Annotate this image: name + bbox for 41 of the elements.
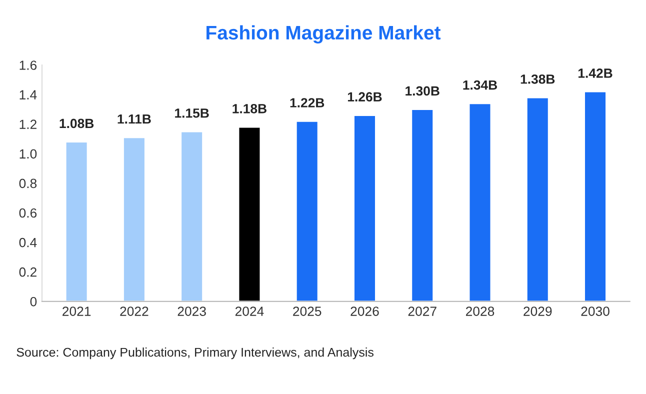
- y-tick-label: 0.2: [19, 267, 36, 277]
- bar: [238, 126, 262, 302]
- x-tick-label: 2025: [293, 306, 322, 316]
- x-tick-label: 2029: [524, 306, 552, 316]
- x-tick-label: 2030: [581, 306, 610, 316]
- y-tick-label: 1.4: [20, 90, 37, 100]
- data-label: 1.11B: [118, 114, 151, 124]
- x-tick-label: 2022: [120, 306, 148, 316]
- y-tick-label: 1.2: [20, 120, 36, 129]
- x-tick-label: 2027: [408, 306, 436, 316]
- bar: [180, 130, 204, 302]
- y-tick-label: 0.6: [19, 208, 37, 218]
- x-tick-label: 2021: [62, 306, 91, 316]
- y-tick-label: 1.0: [20, 149, 37, 159]
- x-tick-label: 2028: [466, 306, 494, 316]
- bar: [526, 96, 550, 302]
- data-label: 1.30B: [406, 86, 440, 96]
- data-label: 1.38B: [520, 74, 555, 84]
- y-tick-label: 1.6: [20, 60, 37, 70]
- chart-title: Fashion Magazine Market: [206, 25, 441, 44]
- y-tick-label: 0.4: [19, 238, 37, 248]
- x-tick-label: 2024: [235, 306, 264, 316]
- bar: [122, 136, 146, 302]
- data-label: 1.34B: [463, 80, 498, 90]
- data-label: 1.18B: [232, 104, 266, 114]
- bar: [64, 141, 88, 302]
- bar: [468, 102, 492, 302]
- y-tick-label: 0.8: [19, 178, 37, 188]
- x-tick-label: 2026: [350, 306, 379, 316]
- data-label: 1.26B: [348, 92, 382, 102]
- x-tick-label: 2023: [178, 306, 206, 316]
- data-label: 1.42B: [578, 68, 612, 78]
- y-tick-label: 0: [30, 296, 37, 306]
- bar: [295, 120, 319, 302]
- source-note: Source: Company Publications, Primary Interviews, and Analysis: [16, 348, 374, 360]
- bar: [410, 108, 434, 302]
- data-label: 1.08B: [60, 118, 94, 128]
- data-label: 1.15B: [175, 108, 209, 118]
- bar: [353, 114, 376, 302]
- bar: [584, 90, 607, 302]
- data-label: 1.22B: [290, 98, 324, 108]
